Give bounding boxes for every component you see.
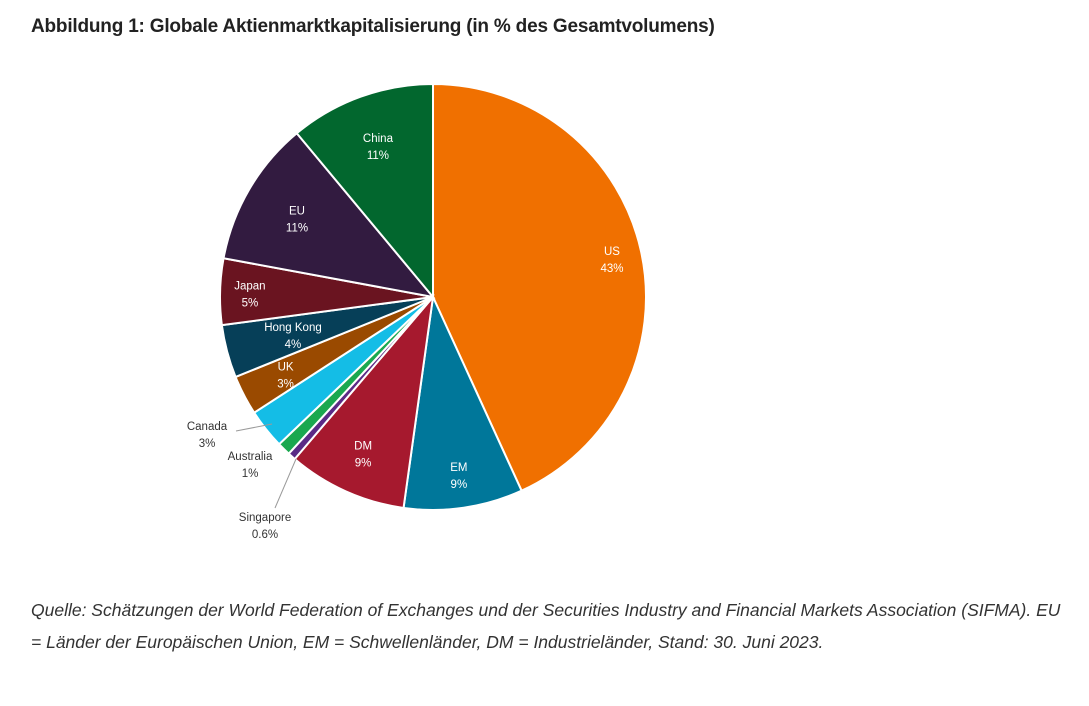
slice-value-canada: 3% xyxy=(199,438,216,450)
slice-label-uk: UK xyxy=(278,362,294,374)
slice-label-australia: Australia xyxy=(228,451,273,463)
pie-chart: US 43% EM 9% DM 9% Singapore 0.6% Australia 1% Can… xyxy=(187,82,647,541)
slice-label-eu: EU xyxy=(289,205,305,217)
slice-value-china: 11% xyxy=(367,150,389,162)
leader-line-canada xyxy=(235,423,273,432)
pie-slice-us xyxy=(432,82,647,493)
slice-label-singapore: Singapore xyxy=(239,512,291,524)
slice-label-em: EM xyxy=(450,462,467,474)
slice-label-china: China xyxy=(363,133,394,145)
slice-value-japan: 5% xyxy=(242,297,259,309)
slice-value-us: 43% xyxy=(600,263,623,275)
slice-value-eu: 11% xyxy=(286,222,308,234)
slice-value-singapore: 0.6% xyxy=(252,529,278,541)
slice-value-australia: 1% xyxy=(242,468,259,480)
slice-label-hong-kong: Hong Kong xyxy=(264,322,322,334)
chart-title: Abbildung 1: Globale Aktienmarktkapitali… xyxy=(31,16,715,37)
slice-label-dm: DM xyxy=(354,440,372,452)
slice-label-japan: Japan xyxy=(234,280,265,292)
pie-slice-em xyxy=(402,293,523,511)
source-note: Quelle: Schätzungen der World Federation… xyxy=(31,600,1061,652)
pie-slice-dm xyxy=(293,293,435,510)
leader-line-singapore xyxy=(274,458,297,509)
slice-value-em: 9% xyxy=(451,479,468,491)
slice-value-dm: 9% xyxy=(355,457,372,469)
slice-value-hong-kong: 4% xyxy=(285,339,302,351)
slice-value-uk: 3% xyxy=(277,379,294,391)
slice-label-canada: Canada xyxy=(187,421,228,433)
pie-slice-china xyxy=(295,82,434,300)
pie-slice-eu xyxy=(222,131,436,299)
slice-label-us: US xyxy=(604,246,620,258)
